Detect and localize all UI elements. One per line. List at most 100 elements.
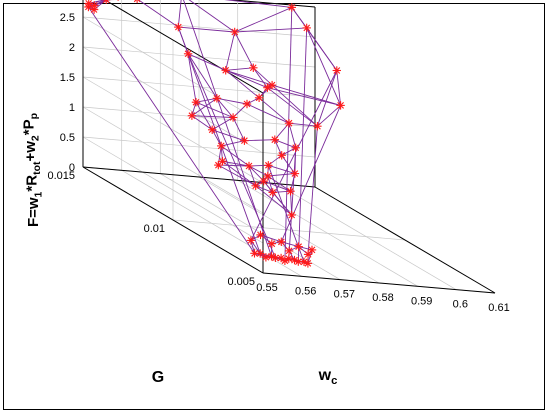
data-point-marker	[230, 27, 239, 37]
data-point-marker	[264, 161, 273, 170]
data-point-marker	[263, 83, 272, 92]
mesh-edge	[268, 164, 296, 175]
mesh-edge	[271, 84, 318, 127]
data-point-marker	[246, 236, 256, 245]
mesh-edge	[246, 103, 290, 124]
mesh-edge	[178, 26, 235, 33]
data-point-marker	[287, 210, 296, 220]
mesh-edge	[211, 129, 222, 147]
mesh-edge	[307, 126, 318, 255]
mesh-edge	[260, 234, 282, 243]
x-tick-label: 0.56	[295, 285, 316, 297]
data-point-marker	[240, 136, 249, 145]
data-point-marker	[270, 135, 279, 144]
z-tick-label: 1	[69, 102, 75, 114]
axes-edge	[104, 0, 264, 94]
mesh-edge	[244, 139, 275, 142]
data-point-marker	[303, 250, 313, 259]
z-tick-label: 2	[69, 42, 75, 54]
data-point-marker	[287, 3, 296, 12]
data-point-marker	[244, 161, 254, 171]
data-point-marker	[242, 99, 252, 109]
data-point-marker	[290, 169, 300, 178]
data-point-marker	[267, 239, 276, 248]
data-point-marker	[84, 0, 93, 8]
mesh-edge	[234, 27, 307, 33]
mesh-edge	[274, 139, 296, 149]
mesh-edge	[267, 175, 274, 193]
data-point-marker	[254, 93, 264, 102]
y-axis-label-text: G	[152, 369, 164, 386]
data-point-marker	[277, 151, 286, 160]
mesh-edge	[288, 246, 299, 252]
data-point-marker	[303, 259, 313, 268]
y-tick-label: 0.005	[227, 276, 255, 288]
tick-labels: 00.511.522.530.0050.010.0150.550.560.570…	[47, 12, 509, 314]
data-point-marker	[217, 141, 226, 151]
data-point-marker	[336, 101, 345, 110]
data-point-marker	[259, 176, 268, 186]
data-point-marker	[284, 119, 294, 128]
mesh-edge	[225, 69, 273, 86]
mesh-edge	[258, 97, 290, 124]
mesh-edge	[191, 115, 234, 118]
axes-edge	[82, 166, 264, 274]
mesh-edge	[220, 145, 250, 167]
mesh-edge	[212, 129, 245, 142]
z-tick-label: 2.5	[60, 12, 75, 24]
x-tick-label: 0.59	[411, 295, 432, 307]
mesh-edge	[252, 67, 268, 88]
data-point-marker	[221, 66, 230, 75]
mesh-edge	[232, 117, 245, 141]
data-point-marker	[261, 253, 271, 262]
mesh-edge	[211, 117, 234, 131]
data-point-marker	[277, 237, 286, 246]
mesh-edge	[187, 53, 276, 258]
mesh-edge	[250, 70, 338, 241]
data-markers	[84, 0, 345, 268]
data-point-marker	[313, 122, 322, 131]
data-point-marker	[284, 246, 294, 256]
mesh-edge	[187, 53, 226, 71]
mesh-edge	[297, 27, 308, 262]
data-point-marker	[249, 63, 258, 72]
mesh-edge	[225, 67, 254, 71]
mesh-edge	[234, 6, 292, 33]
mesh-edge	[255, 185, 273, 193]
mesh-edge	[288, 123, 297, 148]
mesh-edge	[288, 147, 297, 259]
mesh-edge	[306, 27, 338, 71]
data-point-marker	[256, 249, 265, 258]
mesh-edge	[263, 180, 291, 192]
data-point-marker	[191, 98, 201, 107]
mesh-edge	[281, 155, 296, 174]
grid-line	[172, 219, 406, 241]
data-point-marker	[228, 113, 238, 122]
mesh-edge	[246, 97, 260, 105]
mesh-edge	[88, 6, 255, 254]
x-tick-label: 0.55	[256, 282, 277, 294]
mesh-edge	[225, 69, 260, 99]
x-axis-label: wc​	[318, 367, 338, 387]
x-tick-label: 0.57	[334, 289, 355, 301]
mesh-edge	[252, 67, 273, 86]
mesh-edge	[187, 53, 197, 103]
y-tick-label: 0.01	[144, 223, 165, 235]
data-point-marker	[212, 94, 222, 103]
z-tick-label: 0.5	[60, 132, 75, 144]
mesh-edge	[225, 31, 236, 71]
mesh-edge	[250, 240, 255, 254]
data-point-marker	[291, 143, 300, 152]
mesh-edge	[336, 70, 342, 106]
mesh-edge	[195, 97, 217, 103]
mesh-edge	[248, 165, 269, 177]
mesh-edge	[218, 164, 256, 187]
mesh-edge	[188, 0, 235, 33]
mesh-edge	[255, 185, 292, 216]
z-axis-label-text: F=w1​*Rtot​+w2​*Pp​	[20, 113, 44, 227]
mesh-edge	[281, 147, 296, 156]
mesh-edge	[225, 69, 268, 89]
mesh-edge	[88, 0, 106, 4]
data-point-marker	[286, 187, 295, 196]
